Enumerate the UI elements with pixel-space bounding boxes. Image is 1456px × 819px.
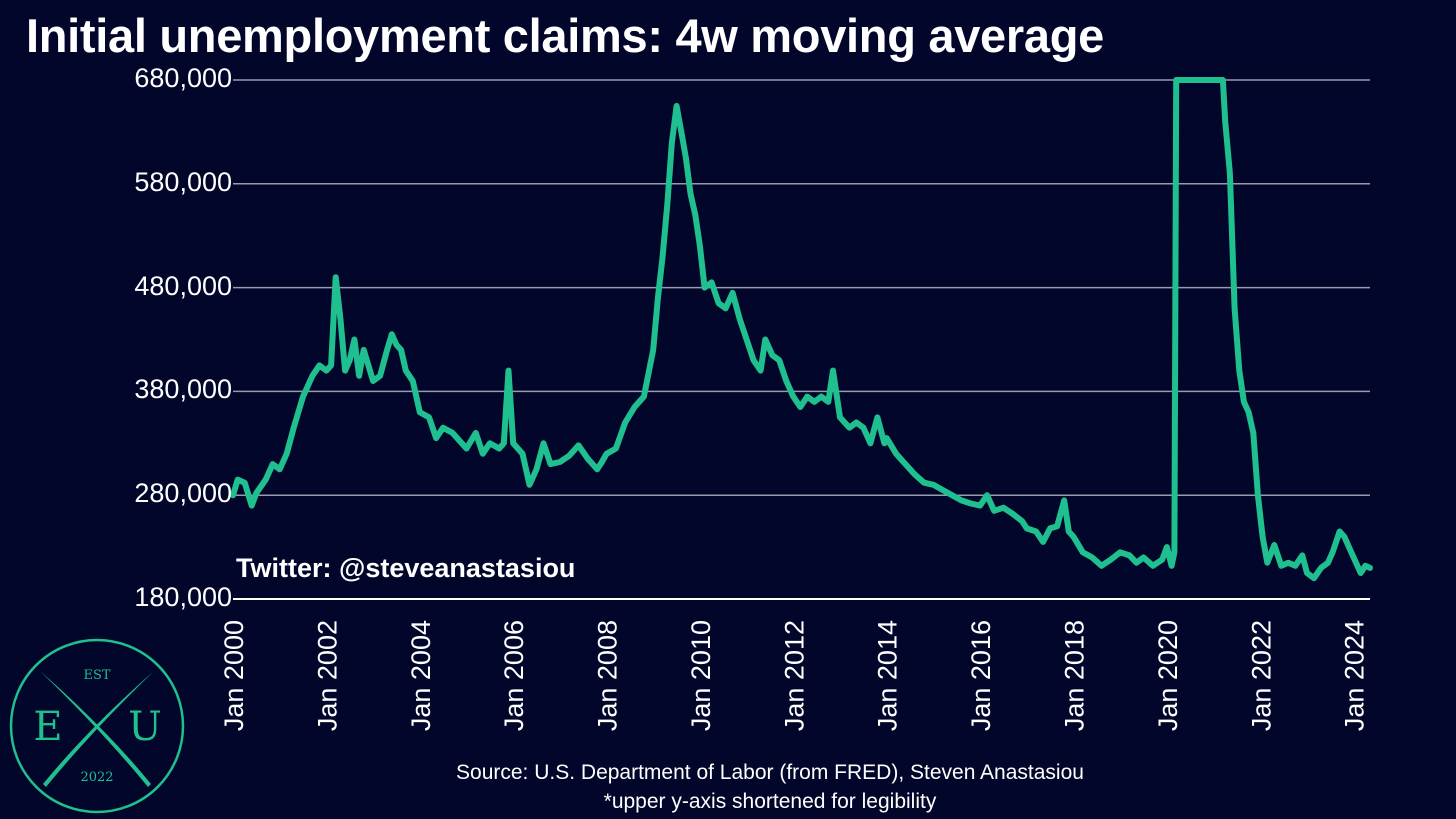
x-tick-label: Jan 2022 — [1246, 620, 1276, 731]
y-tick-label: 380,000 — [134, 374, 232, 405]
x-axis-ticks: Jan 2000 Jan 2002 Jan 2004 Jan 2006 Jan 2008… — [219, 620, 1370, 731]
axis-footnote: *upper y-axis shortened for legibility — [603, 790, 937, 813]
x-tick-label: Jan 2002 — [312, 620, 342, 731]
x-tick-label: Jan 2010 — [686, 620, 716, 731]
exu-logo: EST E U 2022 — [9, 638, 185, 814]
x-tick-label: Jan 2006 — [499, 620, 529, 731]
x-tick-label: Jan 2018 — [1059, 620, 1089, 731]
y-tick-label: 580,000 — [134, 166, 232, 197]
x-tick-label: Jan 2016 — [966, 620, 996, 731]
x-tick-label: Jan 2014 — [873, 620, 903, 731]
series-line — [230, 77, 1373, 582]
logo-u-letter: U — [128, 704, 162, 750]
gridlines — [233, 79, 1370, 600]
x-tick-label: Jan 2012 — [779, 620, 809, 731]
x-tick-label: Jan 2000 — [219, 620, 249, 731]
logo-est-text: EST — [83, 668, 110, 683]
logo-year-text: 2022 — [80, 770, 113, 785]
logo-e-letter: E — [33, 704, 62, 750]
chart-title: Initial unemployment claims: 4w moving a… — [26, 9, 1104, 62]
x-tick-label: Jan 2020 — [1153, 620, 1183, 731]
y-tick-label: 280,000 — [134, 478, 232, 509]
x-tick-label: Jan 2004 — [406, 620, 436, 731]
twitter-handle: Twitter: @steveanastasiou — [236, 553, 576, 583]
source-note: Source: U.S. Department of Labor (from F… — [456, 761, 1084, 784]
y-tick-label: 680,000 — [134, 63, 232, 93]
y-tick-label: 480,000 — [134, 270, 232, 301]
x-tick-label: Jan 2008 — [593, 620, 623, 731]
y-tick-label: 180,000 — [134, 582, 232, 612]
x-tick-label: Jan 2024 — [1340, 620, 1370, 731]
